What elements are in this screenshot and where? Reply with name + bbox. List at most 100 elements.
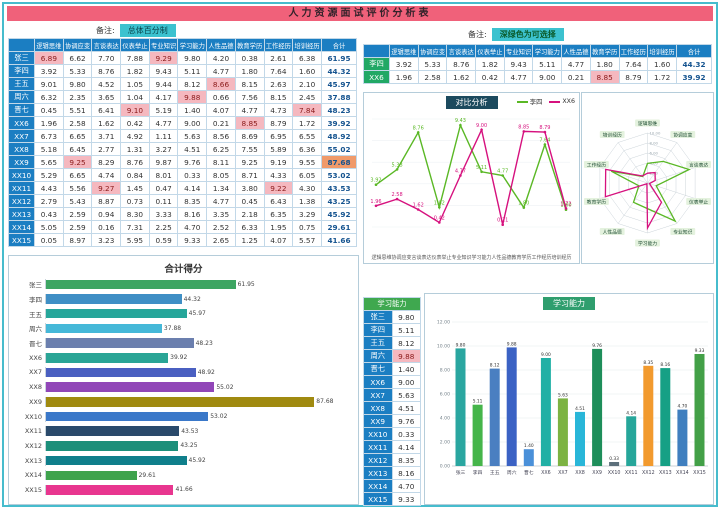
column-header[interactable]: 言谈表达 (446, 44, 477, 58)
value-cell[interactable]: 8.56 (206, 129, 236, 143)
value-cell[interactable]: 8.29 (91, 155, 122, 169)
value-cell[interactable]: 0.94 (91, 207, 122, 221)
value-cell[interactable]: 3.65 (91, 90, 122, 104)
value-cell[interactable]: 9.33 (391, 492, 421, 506)
value-cell[interactable]: 9.10 (120, 103, 150, 117)
value-cell[interactable]: 5.43 (62, 194, 93, 208)
total-value-cell[interactable]: 44.32 (676, 57, 712, 71)
value-cell[interactable]: 2.25 (148, 220, 179, 234)
row-name-cell[interactable]: XX13 (363, 466, 393, 480)
row-name-cell[interactable]: XX6 (8, 116, 35, 130)
value-cell[interactable]: 1.40 (177, 103, 208, 117)
row-name-cell[interactable]: 周六 (363, 349, 393, 363)
row-name-cell[interactable]: XX6 (363, 375, 393, 389)
value-cell[interactable]: 9.25 (62, 155, 93, 169)
value-cell[interactable]: 0.75 (292, 220, 322, 234)
corner-cell[interactable] (363, 44, 390, 58)
value-cell[interactable]: 8.69 (234, 129, 265, 143)
value-cell[interactable]: 0.21 (206, 116, 236, 130)
value-cell[interactable]: 1.45 (120, 181, 150, 195)
value-cell[interactable]: 6.89 (34, 51, 64, 65)
row-name-cell[interactable]: XX14 (363, 479, 393, 493)
row-name-cell[interactable]: XX9 (363, 414, 393, 428)
row-name-cell[interactable]: 周六 (8, 90, 35, 104)
value-cell[interactable]: 8.15 (263, 90, 294, 104)
value-cell[interactable]: 5.33 (417, 57, 448, 71)
value-cell[interactable]: 9.43 (148, 64, 179, 78)
value-cell[interactable]: 8.11 (206, 155, 236, 169)
total-value-cell[interactable]: 61.95 (321, 51, 357, 65)
row-name-cell[interactable]: XX8 (8, 142, 35, 156)
row-name-cell[interactable]: XX14 (8, 220, 35, 234)
value-cell[interactable]: 4.77 (503, 70, 534, 84)
value-cell[interactable]: 2.77 (91, 142, 122, 156)
total-value-cell[interactable]: 48.23 (321, 103, 357, 117)
value-cell[interactable]: 0.05 (34, 233, 64, 247)
column-header[interactable]: 工作经历 (263, 38, 294, 52)
row-name-cell[interactable]: 李四 (363, 57, 390, 71)
value-cell[interactable]: 8.97 (62, 233, 93, 247)
value-cell[interactable]: 1.82 (120, 64, 150, 78)
value-cell[interactable]: 5.19 (148, 103, 179, 117)
row-name-cell[interactable]: XX15 (363, 492, 393, 506)
value-cell[interactable]: 8.01 (148, 168, 179, 182)
total-value-cell[interactable]: 43.53 (321, 181, 357, 195)
value-cell[interactable]: 1.80 (234, 64, 265, 78)
value-cell[interactable]: 8.71 (234, 168, 265, 182)
total-value-cell[interactable]: 48.92 (321, 129, 357, 143)
value-cell[interactable]: 4.51 (391, 401, 421, 415)
total-value-cell[interactable]: 43.25 (321, 194, 357, 208)
value-cell[interactable]: 8.76 (91, 64, 122, 78)
row-name-cell[interactable]: XX8 (363, 401, 393, 415)
value-cell[interactable]: 1.60 (292, 64, 322, 78)
value-cell[interactable]: 2.35 (62, 90, 93, 104)
value-cell[interactable]: 1.62 (446, 70, 477, 84)
value-cell[interactable]: 7.31 (120, 220, 150, 234)
value-cell[interactable]: 8.66 (206, 77, 236, 91)
row-name-cell[interactable]: 张三 (363, 310, 393, 324)
value-cell[interactable]: 4.70 (391, 479, 421, 493)
value-cell[interactable]: 9.22 (263, 181, 294, 195)
total-value-cell[interactable]: 41.66 (321, 233, 357, 247)
value-cell[interactable]: 0.42 (475, 70, 505, 84)
value-cell[interactable]: 6.55 (292, 129, 322, 143)
value-cell[interactable]: 2.59 (62, 220, 93, 234)
total-value-cell[interactable]: 44.32 (321, 64, 357, 78)
column-header[interactable]: 仪表举止 (475, 44, 505, 58)
column-header[interactable]: 言谈表达 (91, 38, 122, 52)
value-cell[interactable]: 0.47 (148, 181, 179, 195)
total-value-cell[interactable]: 45.92 (321, 207, 357, 221)
column-header[interactable]: 仪表举止 (120, 38, 150, 52)
value-cell[interactable]: 2.10 (292, 77, 322, 91)
value-cell[interactable]: 4.77 (234, 103, 265, 117)
value-cell[interactable]: 2.58 (62, 116, 93, 130)
value-cell[interactable]: 4.07 (263, 233, 294, 247)
value-cell[interactable]: 9.80 (62, 77, 93, 91)
value-cell[interactable]: 8.12 (177, 77, 208, 91)
value-cell[interactable]: 5.89 (263, 142, 294, 156)
column-header[interactable]: 合计 (321, 38, 357, 52)
row-name-cell[interactable]: XX9 (8, 155, 35, 169)
row-name-cell[interactable]: 李四 (363, 323, 393, 337)
value-cell[interactable]: 2.45 (292, 90, 322, 104)
value-cell[interactable]: 1.40 (391, 362, 421, 376)
value-cell[interactable]: 9.00 (177, 116, 208, 130)
value-cell[interactable]: 0.16 (91, 220, 122, 234)
total-value-cell[interactable]: 37.88 (321, 90, 357, 104)
value-cell[interactable]: 9.76 (391, 414, 421, 428)
value-cell[interactable]: 2.52 (206, 220, 236, 234)
value-cell[interactable]: 6.41 (91, 103, 122, 117)
value-cell[interactable]: 3.71 (91, 129, 122, 143)
value-cell[interactable]: 1.34 (206, 181, 236, 195)
value-cell[interactable]: 1.11 (148, 129, 179, 143)
value-cell[interactable]: 9.88 (391, 349, 421, 363)
column-header[interactable]: 逻辑思维 (34, 38, 64, 52)
value-cell[interactable]: 0.84 (120, 168, 150, 182)
value-cell[interactable]: 7.55 (234, 142, 265, 156)
value-cell[interactable]: 8.87 (91, 194, 122, 208)
value-cell[interactable]: 1.38 (292, 194, 322, 208)
value-cell[interactable]: 4.74 (91, 168, 122, 182)
row-name-cell[interactable]: 王五 (8, 77, 35, 91)
value-cell[interactable]: 9.00 (391, 375, 421, 389)
column-header[interactable]: 工作经历 (618, 44, 649, 58)
